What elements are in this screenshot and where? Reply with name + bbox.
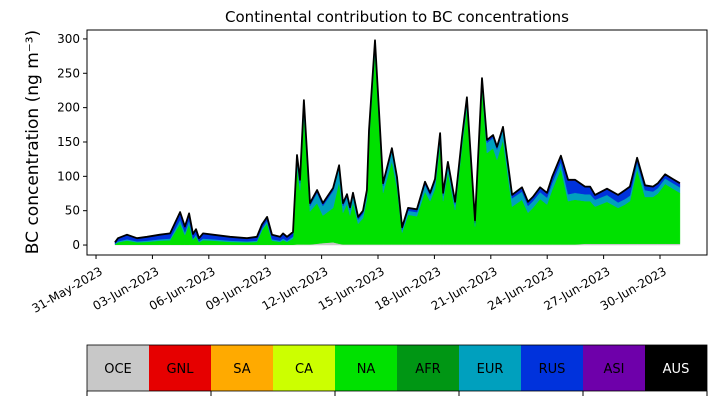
legend-label-aus: AUS [663, 362, 690, 377]
y-tick-label: 50 [65, 204, 80, 218]
legend-swatch-na [335, 345, 397, 391]
legend-swatch-sa [211, 345, 273, 391]
legend-label-rus: RUS [539, 362, 566, 377]
y-tick-label: 300 [57, 32, 80, 46]
legend-label-afr: AFR [415, 362, 440, 377]
legend-frame [86, 344, 708, 392]
legend-swatch-aus [645, 345, 707, 391]
legend-label-sa: SA [233, 362, 250, 377]
legend-swatch-asi [583, 345, 645, 391]
chart-title: Continental contribution to BC concentra… [225, 8, 569, 26]
plot-frame [86, 29, 708, 256]
legend-swatch-ca [273, 345, 335, 391]
legend-swatch-eur [459, 345, 521, 391]
legend-swatch-rus [521, 345, 583, 391]
x-axis: 31-May-202303-Jun-202306-Jun-202309-Jun-… [29, 255, 669, 316]
legend-swatch-oce [87, 345, 149, 391]
legend-label-eur: EUR [477, 362, 504, 377]
legend-label-ca: CA [295, 362, 313, 377]
legend-label-oce: OCE [104, 362, 132, 377]
legend-label-gnl: GNL [166, 362, 194, 377]
area-aus-total-line [114, 39, 681, 243]
region-colorbar-legend: OCE GNL SA CA NA AFR EUR RUS ASI AUS [86, 344, 708, 396]
legend-swatch-gnl [149, 345, 211, 391]
y-tick-label: 200 [57, 101, 80, 115]
stacked-areas [114, 39, 681, 246]
y-axis-label: BC concentration (ng m⁻³) [23, 30, 43, 254]
y-axis: 0 50 100 150 200 250 300 [57, 32, 87, 252]
y-tick-label: 150 [57, 135, 80, 149]
area-na [114, 51, 681, 245]
y-tick-label: 0 [72, 238, 80, 252]
y-tick-label: 100 [57, 169, 80, 183]
legend-swatch-afr [397, 345, 459, 391]
legend-label-na: NA [357, 362, 376, 377]
y-tick-label: 250 [57, 66, 80, 80]
legend-label-asi: ASI [604, 362, 625, 377]
